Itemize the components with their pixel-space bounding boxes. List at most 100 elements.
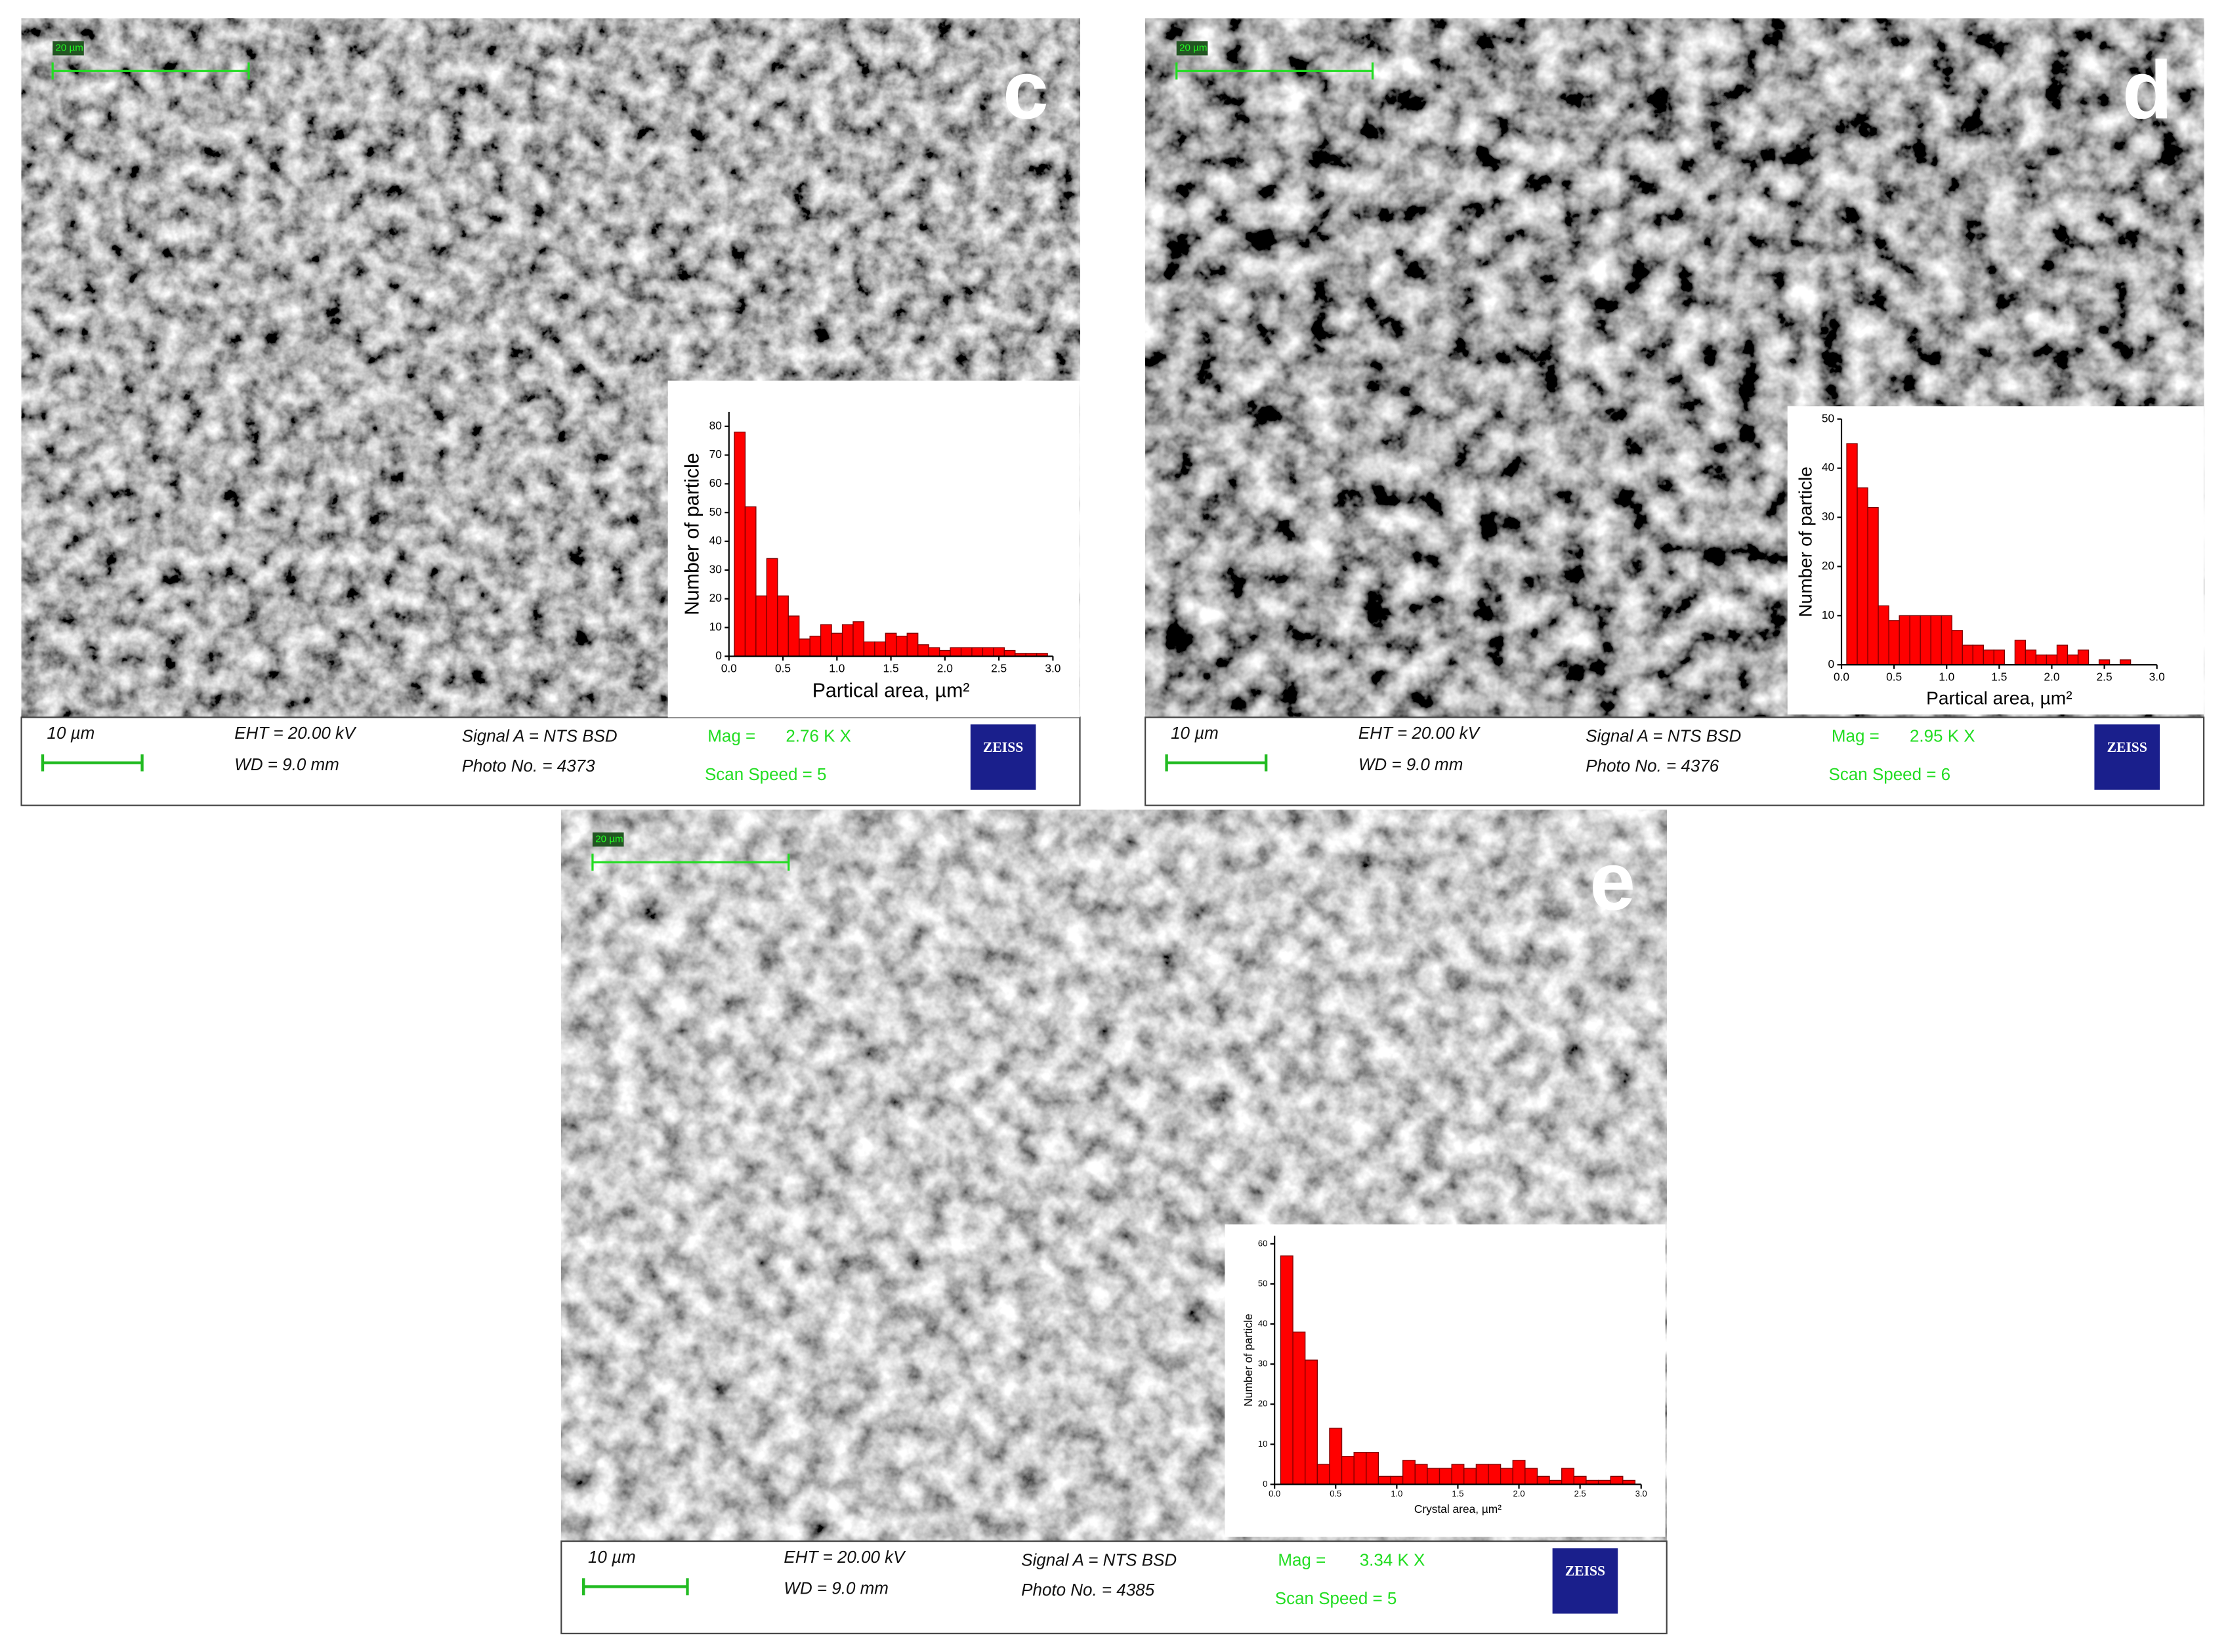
histogram-bar: [755, 595, 768, 657]
y-tick-label: 20: [1258, 1399, 1267, 1409]
info-bar: [20, 716, 1081, 806]
x-tick-label: 1.0: [1391, 1489, 1402, 1498]
top-scale-label-bg: [53, 41, 84, 56]
x-axis-label: Partical area, µm²: [812, 680, 970, 701]
histogram-bar: [960, 647, 973, 657]
histogram-bar: [2119, 659, 2132, 665]
histogram-bar: [971, 647, 984, 657]
y-tick-label: 50: [1822, 411, 1834, 424]
histogram-bar: [1475, 1464, 1489, 1485]
histogram-bar: [1962, 644, 1973, 665]
x-axis-label: Partical area, µm²: [1926, 688, 2072, 709]
top-scale-label-bg: [592, 832, 624, 847]
brand-logo: [1552, 1548, 1618, 1614]
y-tick-label: 40: [709, 534, 722, 547]
x-tick-label: 0.0: [1269, 1489, 1280, 1498]
y-tick-label: 40: [1258, 1319, 1267, 1329]
x-tick-label: 3.0: [1635, 1489, 1647, 1498]
top-scale-label: 20 µm: [595, 834, 623, 845]
mag: 3.34 K X: [1360, 1550, 1425, 1569]
histogram-bar: [1993, 650, 2006, 665]
y-tick-label: 30: [1258, 1359, 1267, 1369]
histogram-bar: [1305, 1359, 1318, 1485]
histogram-bar: [1972, 644, 1984, 665]
histogram-bar: [917, 644, 929, 657]
histogram-bar: [950, 647, 962, 657]
y-tick-label: 10: [1258, 1439, 1267, 1449]
scale-label: 10 µm: [1171, 723, 1219, 743]
histogram-bar: [928, 647, 940, 657]
y-tick-label: 60: [709, 476, 722, 489]
x-tick-label: 2.0: [2044, 670, 2059, 683]
histogram-bar: [2025, 650, 2037, 665]
x-tick-label: 2.5: [991, 661, 1007, 674]
y-tick-label: 30: [1822, 510, 1834, 523]
y-tick-label: 70: [709, 447, 722, 461]
histogram-bar: [744, 506, 757, 657]
photo-no: Photo No. = 4376: [1586, 756, 1719, 775]
histogram-bar: [874, 641, 887, 657]
histogram-bar: [1500, 1468, 1513, 1485]
x-tick-label: 2.0: [1513, 1489, 1525, 1498]
signal: Signal A = NTS BSD: [462, 726, 618, 746]
y-tick-label: 0: [1263, 1479, 1267, 1489]
eht: EHT = 20.00 kV: [784, 1547, 906, 1567]
histogram-bar: [2056, 644, 2069, 665]
x-axis-label: Crystal area, µm²: [1414, 1502, 1502, 1516]
histogram-bar: [1857, 487, 1868, 665]
histogram-bar: [1920, 615, 1931, 665]
x-tick-label: 1.0: [829, 661, 845, 674]
histogram-bar: [799, 638, 810, 657]
histogram-bar: [1983, 650, 1994, 665]
y-tick-label: 0: [1828, 657, 1835, 671]
histogram-bar: [1573, 1476, 1587, 1485]
histogram-bar: [1003, 650, 1016, 657]
y-tick-label: 10: [709, 620, 722, 633]
scale-label: 10 µm: [47, 723, 95, 743]
y-tick-label: 20: [1822, 559, 1834, 572]
info-bar: [1145, 716, 2205, 806]
x-tick-label: 2.0: [937, 661, 953, 674]
histogram-bar: [766, 558, 778, 657]
histogram-bar: [2098, 659, 2111, 665]
histogram-bar: [1930, 615, 1942, 665]
histogram-bar: [777, 595, 789, 657]
signal: Signal A = NTS BSD: [1021, 1550, 1177, 1569]
histogram-bar: [1366, 1451, 1379, 1485]
wd: WD = 9.0 mm: [784, 1579, 888, 1598]
histogram-bar: [1909, 615, 1921, 665]
y-axis-label: Number of particle: [1795, 466, 1815, 617]
histogram-bar: [734, 431, 746, 657]
histogram-bar: [2077, 650, 2090, 665]
scan-speed: Scan Speed = 5: [1275, 1588, 1397, 1608]
y-tick-label: 50: [1258, 1278, 1267, 1288]
y-tick-label: 80: [709, 419, 722, 432]
histogram-bar: [788, 615, 800, 657]
mag-label: Mag =: [707, 726, 755, 746]
histogram-bar: [1536, 1476, 1550, 1485]
panel-letter: d: [2122, 43, 2173, 136]
x-tick-label: 1.5: [883, 661, 899, 674]
histogram-bar: [1377, 1476, 1391, 1485]
histogram-bar: [809, 635, 822, 657]
histogram-bar: [1867, 506, 1879, 665]
histogram-bar: [1451, 1464, 1465, 1485]
scan-speed: Scan Speed = 5: [705, 764, 827, 784]
photo-no: Photo No. = 4385: [1021, 1580, 1154, 1600]
x-tick-label: 2.5: [1574, 1489, 1586, 1498]
brand-logo: [970, 724, 1036, 790]
histogram-bar: [1353, 1451, 1367, 1485]
brand: ZEISS: [2107, 739, 2147, 755]
brand: ZEISS: [1565, 1563, 1605, 1579]
mag-label: Mag =: [1278, 1550, 1326, 1569]
y-tick-label: 50: [709, 505, 722, 518]
mag-label: Mag =: [1832, 726, 1880, 746]
histogram-bar: [896, 635, 908, 657]
histogram-bar: [1439, 1468, 1452, 1485]
histogram-bar: [863, 641, 875, 657]
wd: WD = 9.0 mm: [234, 754, 339, 774]
scale-label: 10 µm: [588, 1547, 636, 1567]
histogram-bar: [1292, 1331, 1306, 1485]
histogram-bar: [2035, 654, 2048, 665]
